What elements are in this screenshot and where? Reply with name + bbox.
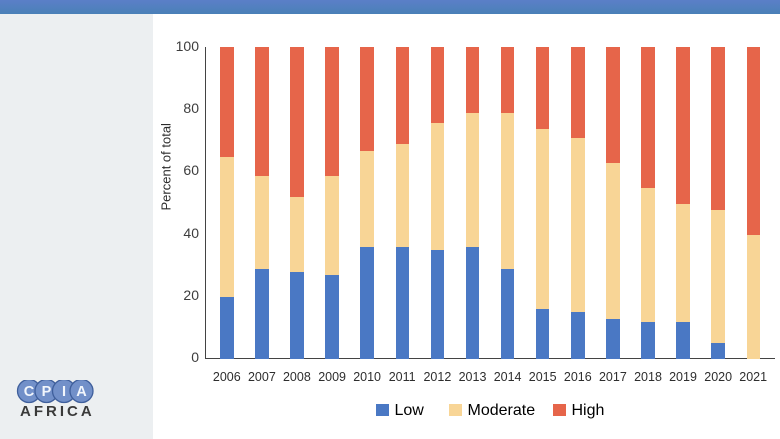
svg-text:I: I: [62, 384, 66, 400]
svg-text:C: C: [24, 384, 35, 400]
svg-text:P: P: [42, 384, 52, 400]
svg-text:A: A: [76, 384, 87, 400]
svg-text:AFRICA: AFRICA: [20, 403, 95, 420]
